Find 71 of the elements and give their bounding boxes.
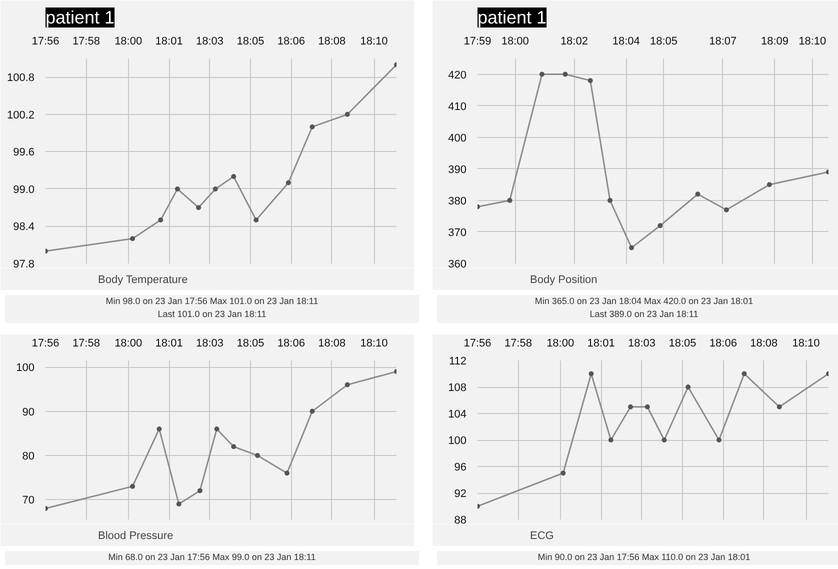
x-tick-label: 18:08 <box>318 338 346 350</box>
x-tick-label: 18:00 <box>501 36 529 48</box>
y-tick-label: 99.6 <box>13 146 35 159</box>
x-tick-label: 18:06 <box>277 36 305 48</box>
y-tick-label: 104 <box>448 408 467 420</box>
x-tick-label: 18:06 <box>277 338 305 350</box>
y-tick-label: 410 <box>448 100 467 113</box>
x-tick-label: 18:03 <box>196 36 224 48</box>
x-tick-label: 18:00 <box>114 338 142 350</box>
chart-title: patient 1 <box>46 8 115 28</box>
y-tick-label: 100.2 <box>6 109 35 122</box>
x-tick-label: 18:07 <box>709 36 737 48</box>
y-tick-label: 100.8 <box>6 72 35 84</box>
y-tick-label: 92 <box>454 488 467 500</box>
y-tick-label: 70 <box>22 494 35 507</box>
x-tick-label: 17:56 <box>32 338 60 350</box>
x-tick-label: 18:10 <box>792 338 820 350</box>
x-tick-label: 18:05 <box>236 36 264 48</box>
x-tick-label: 18:02 <box>560 36 588 48</box>
x-tick-label: 18:00 <box>546 338 574 350</box>
text: Last 101.0 on 23 Jan 18:11 <box>158 309 266 319</box>
y-tick-label: 112 <box>448 356 467 368</box>
y-tick-label: 97.8 <box>13 258 35 270</box>
y-tick-label: 370 <box>448 226 467 239</box>
y-tick-label: 390 <box>448 164 467 176</box>
x-tick-label: 18:05 <box>650 36 678 48</box>
text: Min 68.0 on 23 Jan 17:56 Max 99.0 on 23 Jan 18:11 <box>108 551 316 564</box>
text: Min 98.0 on 23 Jan 17:56 Max 101.0 on 23 Jan 18:11 <box>106 296 318 306</box>
y-tick-label: 100 <box>448 435 467 447</box>
x-tick-label: 18:06 <box>709 338 737 350</box>
x-tick-label: 18:08 <box>750 338 778 350</box>
text: Body Position <box>530 274 598 286</box>
text: Last 389.0 on 23 Jan 18:11 <box>590 309 698 319</box>
x-tick-label: 18:01 <box>155 338 183 350</box>
y-tick-label: 100 <box>16 362 35 374</box>
chart-title: patient 1 <box>478 8 547 28</box>
y-tick-label: 420 <box>448 69 467 82</box>
y-tick-label: 99.0 <box>13 184 35 196</box>
x-tick-label: 18:10 <box>798 36 826 48</box>
y-tick-label: 90 <box>22 406 35 418</box>
x-tick-label: 18:01 <box>587 338 615 350</box>
y-tick-label: 80 <box>22 450 35 462</box>
x-tick-label: 18:10 <box>360 338 388 350</box>
text: Body Temperature <box>98 274 188 286</box>
x-tick-label: 18:09 <box>761 36 789 48</box>
x-tick-label: 17:56 <box>464 338 492 350</box>
x-tick-label: 18:08 <box>318 36 346 48</box>
x-tick-label: 17:59 <box>464 36 492 48</box>
text: Min 365.0 on 23 Jan 18:04 Max 420.0 on 23 Jan 18:01 <box>534 296 754 306</box>
x-tick-label: 18:03 <box>196 338 224 350</box>
y-tick-label: 400 <box>448 132 467 144</box>
x-tick-label: 17:56 <box>32 36 60 48</box>
x-tick-label: 18:05 <box>668 338 696 350</box>
x-tick-label: 17:58 <box>72 338 100 350</box>
x-tick-label: 17:58 <box>72 36 100 48</box>
y-tick-label: 380 <box>448 195 467 208</box>
y-tick-label: 360 <box>448 258 467 270</box>
y-tick-label: 108 <box>448 382 467 394</box>
x-tick-label: 17:58 <box>504 338 532 350</box>
y-tick-label: 96 <box>454 462 467 474</box>
x-tick-label: 18:01 <box>155 36 183 48</box>
x-tick-label: 18:05 <box>236 338 264 350</box>
x-tick-label: 18:10 <box>360 36 388 48</box>
x-tick-label: 18:04 <box>612 36 640 48</box>
y-tick-label: 88 <box>454 514 467 526</box>
y-tick-label: 98.4 <box>13 221 35 234</box>
text: ECG <box>530 530 554 542</box>
text: Blood Pressure <box>98 530 174 542</box>
x-tick-label: 18:03 <box>628 338 656 350</box>
text: Min 90.0 on 23 Jan 17:56 Max 110.0 on 23 Jan 18:01 <box>538 551 750 564</box>
x-tick-label: 18:00 <box>114 36 142 48</box>
